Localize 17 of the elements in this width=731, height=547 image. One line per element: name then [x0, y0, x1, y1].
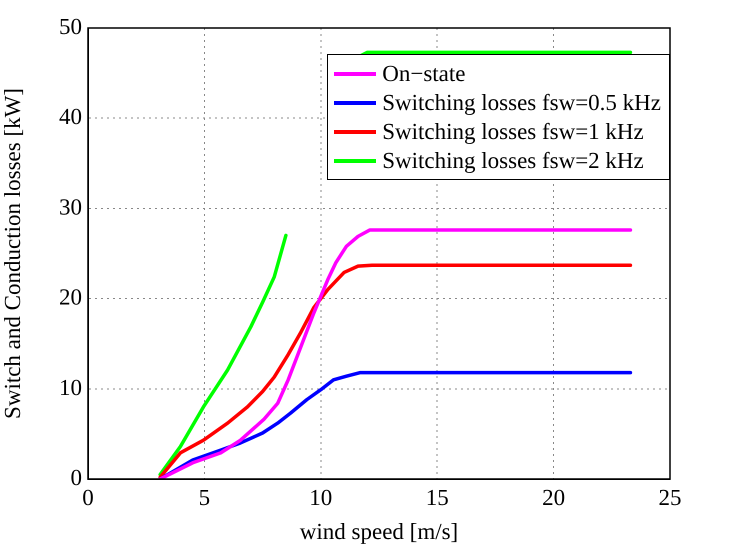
- x-tick-label: 15: [426, 484, 449, 510]
- y-tick-label: 0: [70, 465, 82, 490]
- y-tick-label: 30: [59, 194, 82, 220]
- x-tick-label: 25: [658, 484, 682, 510]
- y-tick-label: 20: [59, 284, 82, 310]
- y-tick-label: 10: [59, 374, 82, 400]
- y-axis-title: Switch and Conduction losses [kW]: [0, 88, 25, 419]
- legend-label: On−state: [382, 60, 466, 88]
- legend-label: Switching losses fsw=1 kHz: [382, 118, 644, 146]
- x-tick-label: 20: [542, 484, 566, 510]
- y-tick-label: 40: [59, 104, 82, 130]
- legend-label: Switching losses fsw=0.5 kHz: [382, 89, 661, 117]
- y-tick-label: 50: [59, 14, 82, 40]
- x-axis-title: wind speed [m/s]: [300, 519, 458, 544]
- x-tick-label: 10: [309, 484, 332, 510]
- x-tick-label: 5: [198, 484, 210, 510]
- legend-label: Switching losses fsw=2 kHz: [382, 147, 644, 175]
